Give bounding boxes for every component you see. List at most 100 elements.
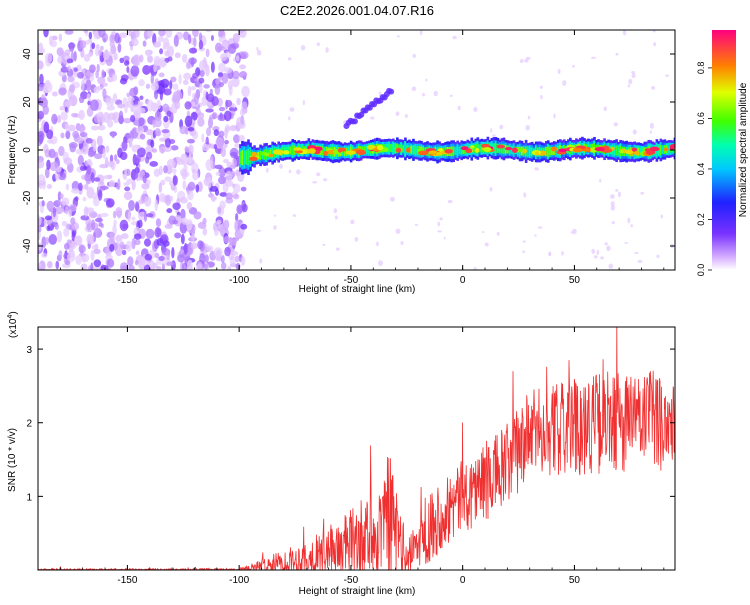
noise-blob: [80, 263, 88, 270]
y-tick-label: 0: [22, 147, 33, 153]
noise-blob: [164, 194, 172, 206]
noise-blob: [39, 73, 44, 86]
noise-blob: [63, 227, 70, 237]
noise-blob: [95, 86, 104, 91]
noise-blob: [117, 103, 126, 109]
x-tick-label: -150: [117, 575, 137, 586]
noise-blob: [69, 84, 76, 93]
noise-blob: [63, 242, 70, 250]
faint-blob: [553, 113, 556, 119]
noise-blob: [51, 91, 58, 97]
noise-blob: [131, 237, 136, 250]
faint-blob: [651, 85, 656, 90]
signal-band-cell: [390, 144, 393, 153]
noise-blob: [76, 137, 84, 144]
noise-blob: [145, 83, 151, 89]
signal-band-cell: [637, 147, 641, 157]
noise-blob: [133, 154, 141, 164]
faint-blob: [525, 56, 531, 60]
noise-blob: [138, 117, 145, 127]
faint-blob: [412, 53, 416, 59]
faint-blob: [537, 226, 543, 229]
noise-blob: [210, 61, 215, 73]
noise-blob: [192, 72, 199, 79]
noise-blob: [129, 87, 138, 98]
faint-blob: [316, 42, 321, 47]
faint-blob: [591, 248, 596, 254]
noise-blob: [128, 30, 133, 37]
signal-hot-spot: [248, 156, 258, 161]
signal-band-cell: [321, 146, 325, 156]
noise-blob: [114, 32, 120, 44]
colorbar-ticks: 0.0 0.2 0.4 0.6 0.8: [696, 62, 712, 276]
signal-band-cell: [615, 145, 618, 156]
noise-blob: [215, 137, 224, 150]
noise-blob: [124, 168, 128, 181]
signal-band-cell: [494, 143, 498, 154]
noise-blob: [159, 137, 167, 142]
noise-blob: [223, 158, 230, 164]
snr-x-ticks: -150 -100 -50 0 50: [37, 327, 665, 586]
noise-blob: [137, 105, 143, 114]
signal-hot-spot: [474, 147, 480, 153]
noise-blob: [143, 210, 148, 222]
faint-blob: [419, 30, 423, 36]
noise-blob: [209, 185, 219, 192]
snr-y-ticks: 1 2 3: [26, 345, 675, 503]
noise-blob: [234, 255, 240, 263]
noise-blob: [88, 31, 93, 40]
faint-blob: [640, 191, 645, 195]
faint-blob: [649, 130, 653, 134]
signal-band-cell: [502, 143, 506, 155]
signal-band-cell: [639, 147, 643, 156]
noise-blob: [79, 165, 87, 172]
noise-blob: [90, 249, 95, 261]
snr-frame: [37, 326, 676, 571]
faint-blob: [557, 68, 561, 74]
noise-blob: [145, 228, 155, 239]
noise-blob: [181, 53, 188, 63]
noise-blob: [46, 225, 51, 232]
signal-hot-spot: [294, 149, 303, 154]
noise-blob: [98, 221, 103, 227]
faint-blob: [333, 208, 338, 214]
faint-blob: [395, 228, 401, 234]
noise-blob: [119, 241, 125, 248]
signal-band-cell: [247, 149, 250, 166]
noise-blob: [75, 148, 84, 155]
faint-blob: [259, 258, 263, 264]
y-tick-label: 20: [22, 96, 33, 108]
faint-blob: [617, 191, 622, 198]
noise-blob: [78, 182, 83, 192]
noise-blob: [179, 197, 188, 204]
noise-blob: [198, 77, 205, 84]
noise-blob: [61, 220, 68, 227]
noise-blob: [120, 233, 129, 240]
faint-blob: [370, 116, 375, 120]
noise-blob: [186, 202, 193, 210]
noise-blob: [159, 234, 169, 244]
noise-blob: [105, 198, 115, 208]
noise-blob: [38, 110, 45, 120]
colorbar-gradient: [712, 30, 736, 270]
noise-blob: [223, 110, 232, 122]
noise-blob: [65, 130, 71, 140]
noise-blob: [224, 127, 228, 139]
noise-blob: [202, 227, 208, 236]
noise-blob: [201, 143, 210, 152]
noise-blob: [216, 219, 222, 225]
noise-blob: [38, 225, 42, 233]
signal-band-cell: [657, 146, 661, 155]
noise-blob: [38, 159, 45, 169]
noise-blob: [65, 183, 70, 191]
noise-blob: [138, 257, 145, 269]
faint-blob: [473, 266, 477, 270]
noise-blob: [152, 262, 158, 269]
noise-blob: [64, 30, 74, 35]
faint-blob: [665, 74, 670, 77]
snr-x-label: Height of straight line (km): [299, 586, 416, 597]
signal-hot-spot: [376, 144, 384, 151]
signal-band-cell: [456, 146, 460, 156]
noise-blob: [218, 130, 225, 138]
